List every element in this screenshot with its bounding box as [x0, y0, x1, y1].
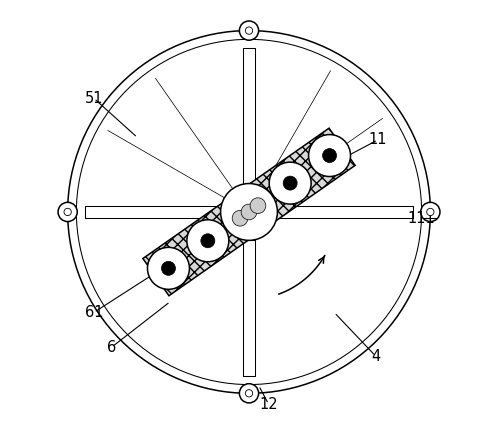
- Text: 11: 11: [369, 132, 387, 147]
- Polygon shape: [244, 240, 254, 376]
- Circle shape: [161, 261, 175, 275]
- Text: 51: 51: [85, 91, 103, 106]
- Text: 111: 111: [408, 211, 435, 226]
- Circle shape: [64, 208, 71, 215]
- Text: 61: 61: [85, 305, 103, 320]
- Circle shape: [240, 384, 258, 403]
- Circle shape: [241, 204, 257, 220]
- Text: 4: 4: [371, 349, 380, 364]
- Circle shape: [246, 390, 252, 397]
- Circle shape: [58, 202, 77, 222]
- Circle shape: [221, 184, 277, 240]
- Circle shape: [269, 162, 311, 204]
- Circle shape: [147, 247, 189, 289]
- Polygon shape: [277, 206, 413, 218]
- Circle shape: [421, 202, 440, 222]
- Polygon shape: [244, 48, 254, 184]
- Circle shape: [232, 210, 248, 226]
- Circle shape: [187, 220, 229, 262]
- Circle shape: [427, 208, 434, 215]
- Polygon shape: [143, 193, 262, 296]
- Circle shape: [240, 21, 258, 40]
- Circle shape: [201, 234, 215, 248]
- Circle shape: [309, 135, 351, 177]
- Polygon shape: [236, 128, 355, 231]
- Circle shape: [250, 198, 266, 214]
- Polygon shape: [85, 206, 221, 218]
- Circle shape: [323, 149, 337, 163]
- Circle shape: [246, 27, 252, 34]
- Text: 12: 12: [259, 397, 278, 412]
- Circle shape: [283, 176, 297, 190]
- Text: 6: 6: [107, 340, 116, 355]
